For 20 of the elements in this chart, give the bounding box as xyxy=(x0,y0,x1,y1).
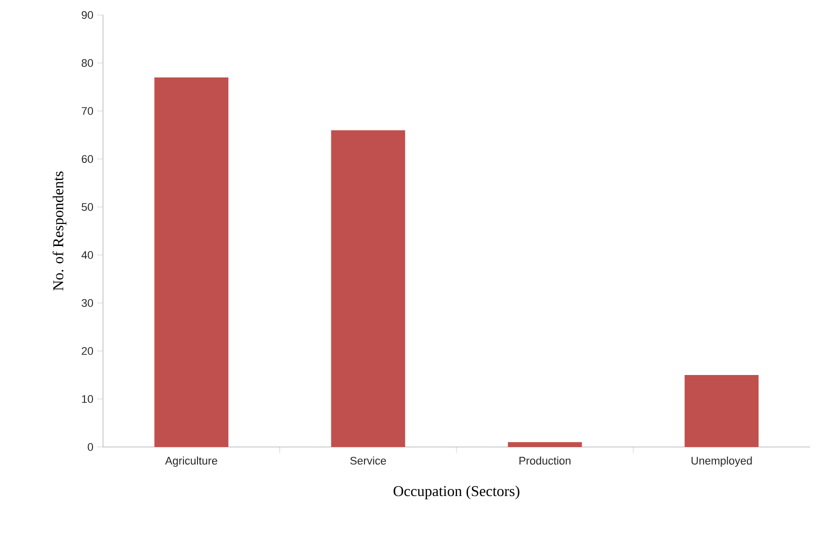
y-tick-label: 0 xyxy=(88,443,94,451)
x-tick-label: Service xyxy=(350,456,386,465)
y-tick-label: 10 xyxy=(82,395,94,403)
y-tick-label: 80 xyxy=(82,59,94,67)
x-tick-label: Unemployed xyxy=(692,456,752,467)
y-tick-label: 70 xyxy=(82,107,94,115)
bar xyxy=(154,77,228,447)
y-tick-label: 60 xyxy=(82,155,94,163)
x-tick-label: Production xyxy=(519,456,570,465)
bar xyxy=(331,130,406,447)
bar xyxy=(508,442,582,447)
y-tick-label: 90 xyxy=(82,11,94,19)
y-tick-label: 30 xyxy=(82,299,94,307)
y-axis-title: No. of Respondents xyxy=(52,172,66,291)
y-tick-label: 50 xyxy=(82,203,94,211)
bar xyxy=(684,374,759,447)
x-axis-title: Occupation (Sectors) xyxy=(394,486,520,500)
y-tick-label: 40 xyxy=(81,251,94,259)
x-tick-label: Agriculture xyxy=(165,456,218,467)
y-tick-label: 20 xyxy=(82,347,94,355)
